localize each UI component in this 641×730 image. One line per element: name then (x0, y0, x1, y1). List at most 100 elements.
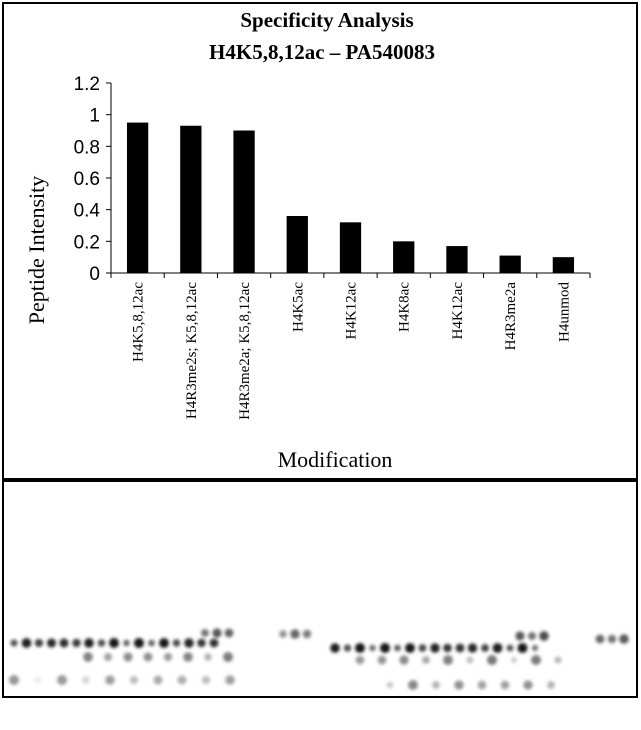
blot-spot (177, 675, 187, 685)
blot-spot (153, 675, 163, 685)
blot-spot (506, 644, 514, 652)
blot-spot (34, 676, 42, 684)
blot-spot (97, 639, 106, 647)
blot-spot (531, 655, 541, 665)
blot-spot (443, 655, 453, 665)
blot-spot (386, 681, 394, 689)
blot-spot (527, 631, 537, 641)
blot-spot (224, 628, 234, 638)
x-tick-label: H4K12ac (450, 282, 466, 340)
blot-spot (279, 630, 287, 638)
blot-spot (467, 643, 478, 653)
blot-spot (105, 675, 115, 685)
bar (446, 246, 468, 273)
blot-spot (10, 639, 18, 647)
blot-spot (225, 675, 235, 685)
chart-title: Specificity Analysis (240, 8, 413, 32)
blot-spot (531, 644, 539, 652)
bar (552, 257, 575, 273)
blot-spot (148, 639, 155, 647)
y-tick-label: 1 (89, 106, 100, 127)
y-tick-label: 0.2 (74, 232, 100, 253)
blot-spot (83, 652, 93, 662)
blot-spot (84, 638, 94, 648)
blot-spot (103, 652, 113, 662)
blot-spot (343, 644, 352, 652)
blot-spot (57, 675, 67, 685)
y-tick-label: 0.8 (74, 137, 100, 158)
blot-spot (547, 681, 555, 689)
blot-spot (443, 643, 452, 653)
blot-spot (82, 676, 90, 684)
blot-spot (418, 644, 427, 652)
blot-spot (212, 628, 222, 638)
x-tick-label: H4R3me2a (503, 282, 519, 351)
blot-spot (163, 652, 173, 662)
chart-subtitle: H4K5,8,12ac – PA540083 (209, 40, 435, 64)
blot-spot (454, 680, 464, 690)
blot-spot (554, 656, 562, 664)
bar (286, 216, 308, 273)
blot-image (9, 628, 629, 690)
x-tick-label: H4K5ac (290, 282, 306, 332)
y-tick-label: 0.6 (74, 169, 100, 190)
blot-spot (302, 629, 312, 639)
bar (499, 255, 521, 273)
blot-spot (619, 634, 629, 644)
blot-spot (143, 652, 153, 662)
blot-spot (129, 675, 139, 685)
blot-spot (408, 680, 418, 690)
blot-spot (330, 643, 340, 653)
x-tick-label: H4R3me2s; K5,8,12ac (184, 282, 200, 419)
x-tick-label: H4unmod (556, 282, 572, 343)
blot-spot (510, 656, 518, 664)
blot-spot (134, 638, 144, 648)
blot-spot (72, 638, 81, 648)
blot-spot (223, 652, 233, 662)
blot-spot (159, 638, 169, 648)
blot-spot (455, 643, 465, 653)
y-tick-label: 0.4 (74, 201, 101, 222)
blot-spot (466, 656, 474, 664)
x-tick-label: H4R3me2a; K5,8,12ac (237, 282, 253, 420)
blot-spot (197, 638, 206, 648)
y-tick-label: 1.2 (74, 74, 100, 95)
blot-spot (492, 643, 503, 653)
x-tick-label: H4K5,8,12ac (131, 282, 147, 362)
blot-spot (422, 656, 430, 664)
blot-spot (209, 638, 219, 648)
blot-spot (523, 680, 533, 690)
blot-spot (477, 680, 487, 690)
blot-spot (355, 643, 365, 653)
blot-spot (595, 634, 605, 644)
blot-spot (394, 644, 401, 652)
blot-spot (201, 629, 209, 637)
bar (180, 125, 202, 273)
blot-spot (515, 631, 525, 641)
bar (126, 122, 149, 273)
blot-spot (517, 643, 528, 653)
x-tick-label: H4K12ac (344, 282, 360, 340)
blot-spot (377, 655, 387, 665)
blot-spot (399, 655, 409, 665)
blot-spot (46, 638, 57, 648)
blot-spot (481, 644, 489, 652)
blot-spot (405, 643, 415, 653)
blot-spot (487, 655, 497, 665)
blot-spot (172, 639, 181, 647)
y-axis-label: Peptide Intensity (24, 176, 49, 324)
blot-spot (290, 629, 300, 639)
blot-spot (9, 675, 19, 685)
blot-spot (34, 638, 44, 648)
blot-spot (430, 643, 440, 653)
blot-spot (109, 638, 119, 648)
bar (233, 130, 255, 273)
blot-spot (539, 631, 549, 641)
bar (393, 241, 415, 273)
y-tick-label: 0 (89, 264, 100, 285)
blot-frame (2, 480, 638, 698)
blot-spot (380, 643, 390, 653)
blot-spot (184, 638, 194, 648)
